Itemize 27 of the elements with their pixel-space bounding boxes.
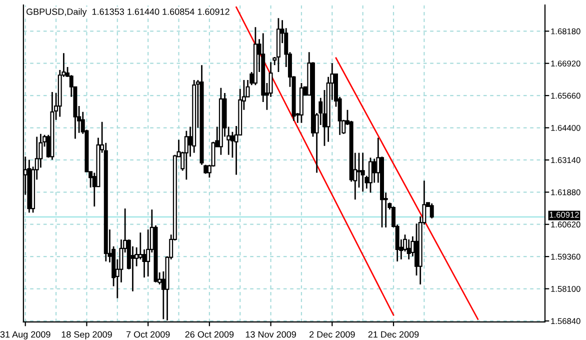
y-tick-label: 1.56840: [551, 318, 580, 324]
y-tick-label: 1.65660: [551, 92, 580, 99]
y-tick-label: 1.61880: [551, 189, 580, 196]
candlestick: [138, 232, 142, 260]
y-tick-label: 1.58100: [551, 286, 580, 292]
candlestick: [368, 156, 372, 194]
x-tick-label: 21 Dec 2009: [368, 331, 419, 338]
y-tick-label: 1.68180: [551, 28, 580, 34]
y-tick-label: 1.64400: [551, 124, 580, 131]
x-tick-label: 7 Oct 2009: [126, 331, 170, 338]
candlestick: [360, 152, 365, 192]
chart-title: GBPUSD,Daily 1.61353 1.61440 1.60854 1.60912: [26, 8, 230, 17]
x-tick-label: 13 Nov 2009: [246, 331, 296, 338]
candlestick: [406, 238, 411, 260]
y-tick-label: 1.66920: [551, 60, 580, 66]
ref-line-label: 1.60912: [550, 212, 579, 218]
y-tick-label: 1.60620: [551, 222, 580, 228]
x-tick-label: 26 Oct 2009: [185, 331, 234, 338]
x-tick-label: 31 Aug 2009: [0, 331, 50, 340]
y-tick-label: 1.63140: [551, 157, 580, 164]
y-tick-label: 1.59360: [551, 254, 580, 260]
candlestick: [430, 202, 434, 220]
x-tick-label: 2 Dec 2009: [310, 331, 355, 338]
candlestick: [184, 130, 188, 180]
candlestick: [372, 158, 376, 184]
x-tick-label: 18 Sep 2009: [62, 331, 112, 340]
candlestick: [356, 152, 361, 188]
